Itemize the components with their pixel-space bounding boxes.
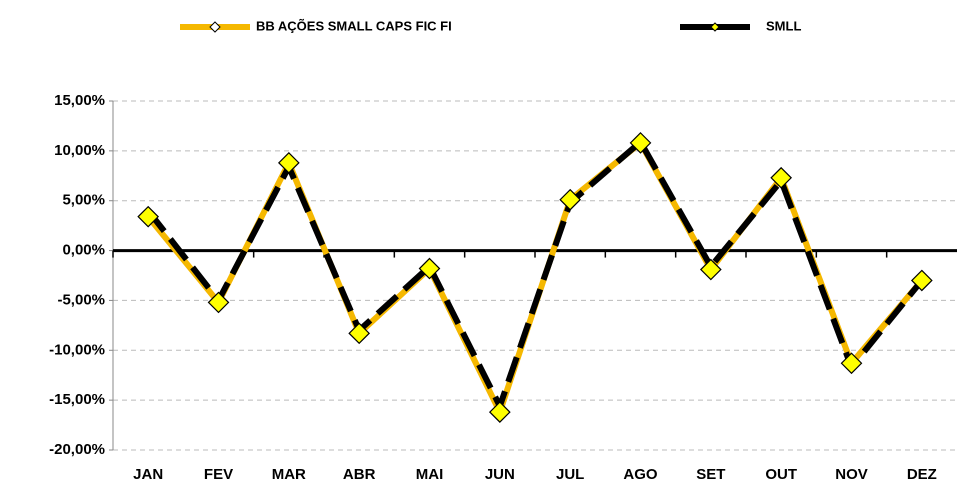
y-tick-label: -5,00% xyxy=(57,291,105,308)
marker xyxy=(910,269,933,292)
series-line xyxy=(145,139,925,416)
marker xyxy=(559,188,582,211)
legend-label: SMLL xyxy=(766,18,801,33)
marker xyxy=(418,257,441,280)
x-tick-label: AGO xyxy=(623,466,658,483)
y-tick-label: -10,00% xyxy=(49,341,105,358)
marker xyxy=(699,258,722,281)
y-tick-label: 5,00% xyxy=(62,192,105,209)
x-tick-label: JUN xyxy=(485,466,515,483)
legend-label: BB AÇÕES SMALL CAPS FIC FI xyxy=(256,18,452,33)
marker xyxy=(629,132,652,154)
marker xyxy=(207,291,230,314)
x-tick-label: JAN xyxy=(133,466,163,483)
marker xyxy=(770,166,793,189)
marker xyxy=(840,352,863,375)
marker xyxy=(277,151,300,174)
y-tick-label: 15,00% xyxy=(54,92,105,109)
legend-marker xyxy=(710,22,720,32)
x-tick-label: DEZ xyxy=(907,466,937,483)
x-tick-label: ABR xyxy=(343,466,376,483)
x-tick-label: NOV xyxy=(835,466,868,483)
marker xyxy=(348,322,371,345)
x-tick-label: MAR xyxy=(272,466,306,483)
x-tick-label: SET xyxy=(696,466,725,483)
y-tick-label: 0,00% xyxy=(62,242,105,259)
y-tick-label: -20,00% xyxy=(49,441,105,458)
y-tick-label: -15,00% xyxy=(49,391,105,408)
y-tick-label: 10,00% xyxy=(54,142,105,159)
legend-marker xyxy=(209,21,221,33)
marker xyxy=(137,205,160,228)
x-tick-label: OUT xyxy=(765,466,797,483)
marker xyxy=(488,401,511,423)
x-tick-label: JUL xyxy=(556,466,584,483)
x-tick-label: FEV xyxy=(204,466,233,483)
series-line xyxy=(145,138,925,410)
x-tick-label: MAI xyxy=(416,466,444,483)
